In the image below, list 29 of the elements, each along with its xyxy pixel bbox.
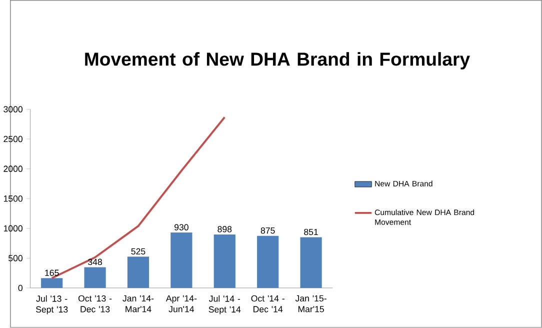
- chart-title: Movement of New DHA Brand in Formulary: [85, 52, 470, 70]
- x-tick-label: Jan '15- Mar'15: [295, 295, 326, 312]
- x-tick-label: Jul '14 - Sept '14: [208, 295, 241, 314]
- x-tick-label: Oct '14 - Dec '14: [251, 295, 284, 312]
- text: 165: [45, 270, 59, 276]
- y-tick-label: 1000: [4, 225, 23, 232]
- text: 525: [131, 248, 146, 255]
- bar: [214, 234, 236, 288]
- y-tick-label: 2000: [4, 166, 23, 172]
- text: 348: [88, 258, 102, 266]
- text: 898: [218, 226, 232, 232]
- bar: [127, 256, 150, 288]
- bar: [41, 278, 63, 288]
- x-tick-label: Apr '14- Jun'14: [166, 295, 197, 312]
- bar: [257, 236, 279, 288]
- bar: [84, 267, 106, 288]
- text: 875: [260, 228, 275, 234]
- x-tick-label: Jul '13 - Sept '13: [36, 295, 68, 314]
- x-tick-label: Jan '14- Mar'14: [122, 295, 154, 312]
- y-tick-label: 3000: [4, 106, 23, 112]
- y-tick-label: 2500: [4, 136, 23, 142]
- y-tick-label: 500: [8, 255, 23, 262]
- y-tick-label: 1500: [4, 196, 23, 202]
- text: 930: [174, 224, 188, 231]
- bar: [170, 232, 192, 288]
- y-tick-label: 0: [18, 284, 23, 292]
- bar: [300, 237, 322, 288]
- x-tick-label: Oct '13 - Dec '13: [78, 295, 112, 312]
- text: 851: [304, 228, 318, 236]
